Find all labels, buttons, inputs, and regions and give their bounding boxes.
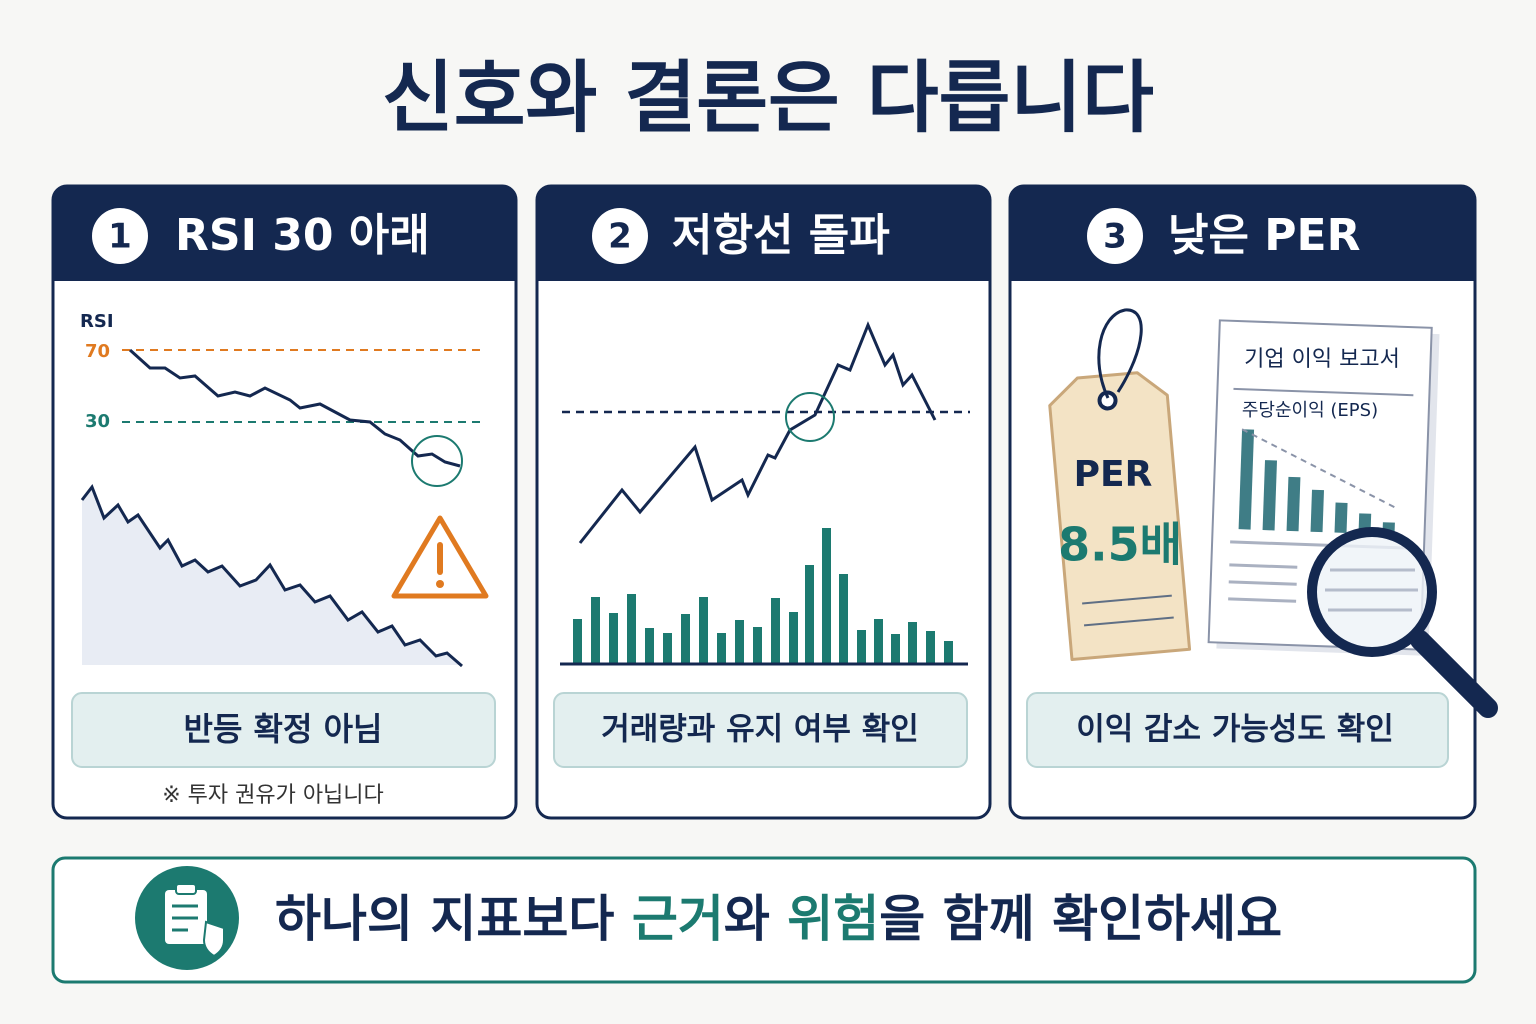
- volume-bar: [573, 619, 582, 663]
- volume-bar: [735, 620, 744, 663]
- volume-bar: [591, 597, 600, 663]
- footer-text: 하나의 지표보다: [275, 890, 632, 948]
- magnifier-lens: [1307, 527, 1437, 657]
- volume-bar: [771, 598, 780, 663]
- volume-bar: [627, 594, 636, 663]
- highlight-circle: [411, 435, 463, 487]
- warning-dot: [436, 580, 444, 588]
- footer-text: 와: [724, 890, 787, 948]
- volume-bar: [681, 614, 690, 663]
- clipboard-clip: [175, 883, 197, 895]
- card-note: 이익 감소 가능성도 확인: [1076, 712, 1394, 748]
- page-title: 신호와 결론은 다릅니다: [382, 53, 1154, 143]
- card-title: RSI 30 아래: [175, 210, 430, 261]
- rsi-line: [128, 348, 461, 468]
- footer-message: 하나의 지표보다 근거와 위험을 함께 확인하세요: [275, 890, 1282, 948]
- volume-bar: [663, 633, 672, 663]
- card-note: 반등 확정 아님: [184, 710, 383, 748]
- card: 1 RSI 30 아래 RSI 70 30 반등 확정 아님 ※ 투자 권유가 …: [51, 184, 518, 820]
- volume-bars: [573, 528, 953, 663]
- volume-bar: [805, 565, 814, 663]
- highlight-circle: [785, 392, 835, 442]
- footer-highlight: 위험: [787, 890, 879, 948]
- volume-bar: [822, 528, 831, 663]
- volume-bar: [699, 597, 708, 663]
- magnifier-handle: [1410, 630, 1498, 718]
- card-number: 1: [108, 217, 132, 257]
- card-number: 3: [1103, 217, 1127, 257]
- volume-bar: [926, 631, 935, 663]
- volume-bar: [645, 628, 654, 663]
- volume-bar: [857, 630, 866, 663]
- shield: [202, 920, 225, 958]
- card-header: [53, 186, 516, 281]
- number-badge: [592, 208, 648, 264]
- level-label: 30: [85, 411, 110, 432]
- footer-highlight: 근거: [632, 890, 724, 948]
- number-badge: [92, 208, 148, 264]
- footnote: ※ 투자 권유가 아닙니다: [162, 783, 384, 808]
- volume-bar: [874, 619, 883, 663]
- card-number: 2: [608, 217, 632, 257]
- tag-string: [1097, 308, 1143, 399]
- card-note: 거래량과 유지 여부 확인: [601, 712, 919, 748]
- lens-lines: [1325, 568, 1418, 612]
- number-badge: [1087, 208, 1143, 264]
- tag-line: [1083, 616, 1174, 627]
- level-label: 70: [85, 341, 110, 362]
- clipboard-lines: [172, 904, 198, 932]
- axis-label: RSI: [80, 311, 114, 332]
- report-title: 기업 이익 보고서: [1244, 347, 1400, 372]
- volume-bar: [891, 634, 900, 663]
- tag-line: [1082, 594, 1172, 605]
- card: 2 저항선 돌파: [535, 184, 992, 820]
- volume-bar: [789, 612, 798, 663]
- card-title: 낮은 PER: [1168, 210, 1360, 261]
- note-box: [1026, 692, 1449, 768]
- tag-body: [1048, 371, 1192, 662]
- card-title: 저항선 돌파: [672, 210, 890, 261]
- volume-bar: [839, 574, 848, 663]
- volume-bar: [717, 633, 726, 663]
- volume-bar: [944, 641, 953, 663]
- report-rule: [1233, 387, 1414, 397]
- footer-box: [51, 856, 1477, 984]
- note-box: [71, 692, 496, 768]
- volume-bar: [753, 627, 762, 663]
- note-box: [553, 692, 968, 768]
- card: 3 낮은 PER 기업 이익 보고서 주당순이익 (EPS): [1008, 184, 1498, 820]
- footer-text: 을 함께 확인하세요: [879, 890, 1282, 948]
- volume-bar: [908, 622, 917, 663]
- card-header: [537, 186, 990, 281]
- price-tag: [1048, 371, 1192, 662]
- tag-label: PER: [1074, 454, 1153, 495]
- price-line: [80, 483, 463, 668]
- trend-line: [1241, 428, 1396, 509]
- report-subtitle: 주당순이익 (EPS): [1242, 400, 1378, 421]
- price-area: [82, 487, 460, 665]
- volume-bar: [609, 613, 618, 663]
- tag-value: 8.5배: [1058, 518, 1182, 572]
